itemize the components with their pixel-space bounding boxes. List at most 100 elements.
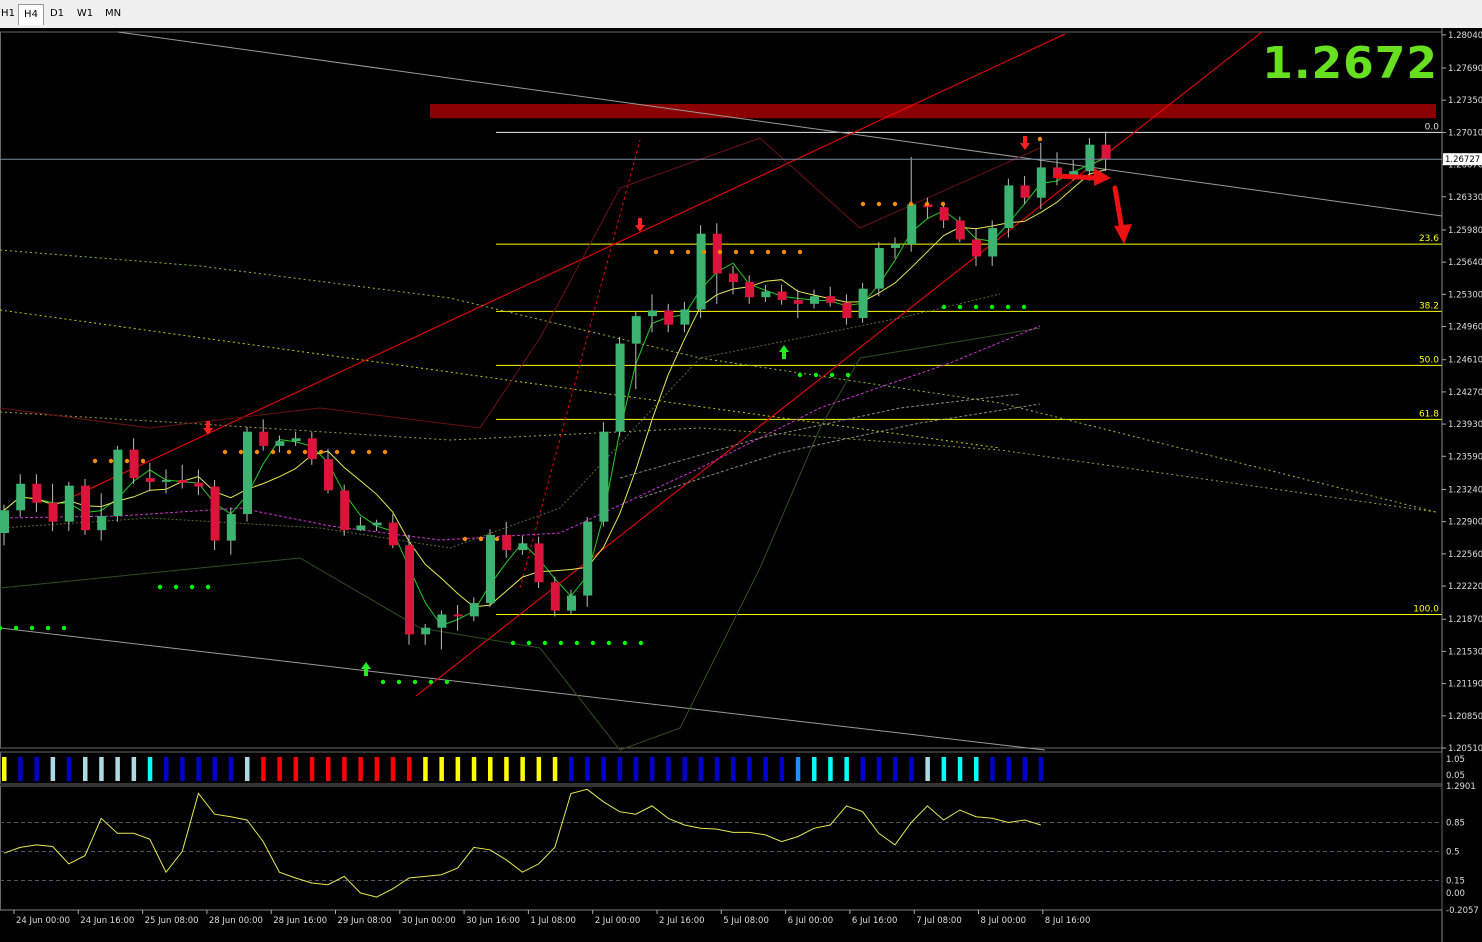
histogram-bar [990, 757, 995, 781]
candle-body [372, 522, 382, 526]
candle-body [129, 449, 139, 479]
tab-mn[interactable]: MN [104, 8, 122, 19]
time-tick-label: 2 Jul 00:00 [595, 916, 641, 926]
signal-dot [908, 201, 914, 207]
signal-dot [526, 640, 532, 646]
signal-dot [989, 304, 995, 310]
time-tick-label: 1 Jul 08:00 [530, 916, 576, 926]
resistance-zone [430, 103, 1436, 119]
candle-body [16, 483, 26, 511]
signal-dot [638, 640, 644, 646]
signal-dot [845, 372, 851, 378]
histogram-bar [795, 757, 801, 781]
histogram-bar [714, 757, 720, 781]
time-tick-label: 6 Jul 16:00 [852, 916, 898, 926]
signal-dot [558, 640, 564, 646]
long-ma-dotted-yellow [0, 411, 1437, 513]
signal-dot [412, 679, 418, 685]
tab-h4[interactable]: H4 [18, 4, 44, 25]
oscillator-tick-label: 0.85 [1446, 818, 1465, 828]
fib-level-label: 50.0 [1419, 355, 1439, 365]
histogram-bar [228, 757, 234, 781]
color-histogram-pane: 1.05 0.05 [0, 751, 1465, 785]
histogram-bar [374, 757, 380, 781]
right-arrow-icon [1054, 173, 1101, 181]
signal-dot [574, 640, 580, 646]
signal-dot [189, 584, 195, 590]
buy-arrow-icon [779, 345, 789, 359]
signal-dot [254, 449, 260, 455]
candle-body [550, 582, 560, 611]
histogram-bar [974, 757, 979, 781]
signal-dot [494, 536, 500, 542]
signal-dot [92, 458, 98, 464]
time-tick-label: 2 Jul 16:00 [659, 916, 705, 926]
upper-red-channel [69, 33, 1066, 499]
sell-arrow-icon [635, 218, 645, 232]
candle-body [226, 514, 236, 541]
histogram-bar [50, 757, 56, 781]
grey-ma-b [639, 403, 1041, 499]
histogram-bar [358, 757, 363, 781]
signal-dot [860, 201, 866, 207]
candle-body [291, 438, 301, 442]
candle-body [696, 233, 706, 310]
tab-h1[interactable]: H1 [1, 8, 15, 19]
tab-w1[interactable]: W1 [76, 8, 94, 19]
candle-body [907, 204, 917, 245]
signal-dot [13, 625, 19, 631]
current-price-tag: 1.26727 [1445, 155, 1480, 165]
signal-dot [428, 679, 434, 685]
price-tick-label: 1.26670 [1448, 161, 1482, 171]
candle-body [1101, 144, 1111, 159]
signal-dot [622, 640, 628, 646]
histogram-bar [860, 757, 866, 781]
fib-level-label: 23.6 [1419, 234, 1439, 244]
histogram-pane-border [0, 751, 1443, 785]
histogram-bar [552, 757, 558, 781]
histogram-bar [147, 757, 153, 781]
signal-dot [366, 449, 372, 455]
candle-body [599, 431, 609, 522]
time-axis: 24 Jun 00:00 24 Jun 16:00 25 Jun 08:00 28 J… [0, 909, 1442, 926]
candle-body [113, 449, 123, 516]
histogram-bar [779, 757, 785, 781]
price-tick-label: 1.25980 [1448, 226, 1482, 236]
histogram-bar [698, 757, 704, 781]
signal-dot [140, 458, 146, 464]
candle-body [1020, 185, 1030, 198]
candle-body [810, 296, 819, 304]
signal-dot [876, 201, 882, 207]
candle-body [972, 239, 981, 257]
time-tick-label: 28 Jun 16:00 [273, 916, 327, 926]
long-ma-dotted-green [0, 249, 1437, 513]
histogram-bar [909, 757, 914, 781]
timeframe-toolbar: H1 H4 D1 W1 MN [0, 0, 1482, 29]
oscillator-pane-border [0, 785, 1443, 911]
grey-ma-a [619, 393, 1021, 479]
candle-body [615, 343, 625, 432]
histogram-bar [326, 757, 331, 781]
candle-body [421, 627, 431, 635]
histogram-bar [747, 757, 752, 781]
histogram-bar [18, 757, 23, 781]
price-tick-label: 1.22560 [1448, 550, 1482, 560]
right-arrow-head-icon [1094, 168, 1111, 186]
candle-body [842, 302, 852, 319]
time-tick-label: 8 Jul 16:00 [1045, 916, 1091, 926]
histogram-bar [633, 757, 639, 781]
candle-body [64, 485, 74, 522]
signal-dot [1021, 304, 1027, 310]
signal-dot [380, 679, 386, 685]
candle-body [583, 521, 593, 596]
signal-dot [749, 249, 755, 255]
tab-d1[interactable]: D1 [49, 8, 65, 19]
lower-band [0, 327, 1041, 751]
histogram-bar [309, 757, 315, 781]
signal-dot [685, 249, 691, 255]
price-tick-label: 1.24270 [1448, 388, 1482, 398]
fib-level-label: 38.2 [1419, 301, 1439, 311]
signal-dot [829, 372, 835, 378]
signal-dot [396, 679, 402, 685]
candle-body [259, 431, 269, 446]
